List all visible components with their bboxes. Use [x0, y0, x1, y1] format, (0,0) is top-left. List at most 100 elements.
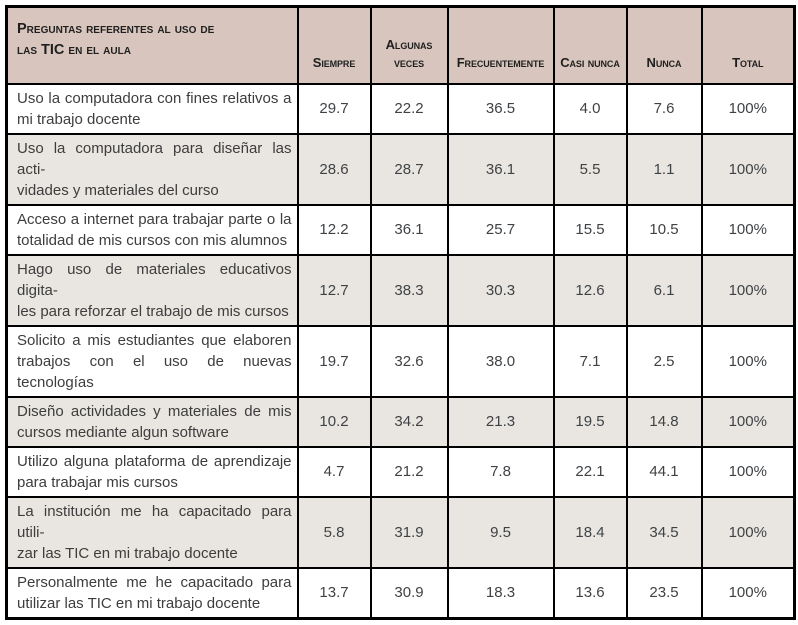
question-line: utilizar las TIC en mi trabajo docente: [17, 594, 261, 612]
value-cell-total: 100%: [700, 324, 796, 398]
value-cell-siempre: 10.2: [296, 395, 372, 448]
question-line: totalidad de mis cursos con mis alumnos: [17, 231, 288, 249]
column-header-questions: Preguntas referentes al uso de las TIC e…: [5, 5, 299, 85]
value-cell-nunca: 23.5: [625, 566, 703, 619]
value-cell-total: 100%: [700, 566, 796, 619]
header-row: Preguntas referentes al uso de las TIC e…: [5, 5, 796, 85]
value-cell-total: 100%: [700, 395, 796, 448]
question-line: trabajos con el uso de nuevas tecnología…: [17, 352, 292, 391]
value-cell-siempre: 28.6: [296, 132, 372, 206]
value-cell-total: 100%: [700, 203, 796, 256]
value-cell-nunca: 14.8: [625, 395, 703, 448]
column-header-total: Total: [700, 5, 796, 85]
value-cell-frecuentemente: 7.8: [446, 445, 555, 498]
table-row: La institución me ha capacitado para uti…: [5, 495, 796, 569]
column-header-casi-nunca: Casi nunca: [552, 5, 628, 85]
value-cell-casi-nunca: 15.5: [552, 203, 628, 256]
value-cell-siempre: 4.7: [296, 445, 372, 498]
question-line: Diseño actividades y materiales de mis: [17, 402, 292, 420]
value-cell-total: 100%: [700, 253, 796, 327]
value-cell-algunas-veces: 31.9: [369, 495, 449, 569]
value-cell-algunas-veces: 34.2: [369, 395, 449, 448]
value-cell-algunas-veces: 28.7: [369, 132, 449, 206]
question-cell: Uso la computadora con fines relativos a…: [5, 82, 299, 135]
column-header-frecuentemente: Frecuentemente: [446, 5, 555, 85]
question-line: zar las TIC en mi trabajo docente: [17, 544, 238, 562]
table-row: Acceso a internet para trabajar parte o …: [5, 203, 796, 256]
column-header-algunas-veces: Algunas veces: [369, 5, 449, 85]
value-cell-siempre: 13.7: [296, 566, 372, 619]
value-cell-casi-nunca: 12.6: [552, 253, 628, 327]
value-cell-frecuentemente: 25.7: [446, 203, 555, 256]
column-header-nunca: Nunca: [625, 5, 703, 85]
question-cell: Utilizo alguna plataforma de aprendizaje…: [5, 445, 299, 498]
table-row: Solicito a mis estudiantes que elaboren t…: [5, 324, 796, 398]
value-cell-frecuentemente: 36.1: [446, 132, 555, 206]
value-cell-nunca: 2.5: [625, 324, 703, 398]
value-cell-casi-nunca: 19.5: [552, 395, 628, 448]
value-cell-algunas-veces: 21.2: [369, 445, 449, 498]
value-cell-siempre: 12.7: [296, 253, 372, 327]
value-cell-nunca: 7.6: [625, 82, 703, 135]
table-row: Uso la computadora con fines relativos a…: [5, 82, 796, 135]
value-cell-siempre: 29.7: [296, 82, 372, 135]
question-cell: Hago uso de materiales educativos digita…: [5, 253, 299, 327]
value-cell-frecuentemente: 21.3: [446, 395, 555, 448]
value-cell-total: 100%: [700, 132, 796, 206]
value-cell-algunas-veces: 38.3: [369, 253, 449, 327]
question-cell: Diseño actividades y materiales de mis cu…: [5, 395, 299, 448]
value-cell-frecuentemente: 9.5: [446, 495, 555, 569]
value-cell-casi-nunca: 13.6: [552, 566, 628, 619]
value-cell-algunas-veces: 22.2: [369, 82, 449, 135]
value-cell-casi-nunca: 5.5: [552, 132, 628, 206]
value-cell-frecuentemente: 38.0: [446, 324, 555, 398]
question-line: para trabajar mis cursos: [17, 473, 178, 491]
question-cell: La institución me ha capacitado para uti…: [5, 495, 299, 569]
question-line: Personalmente me he capacitado para: [17, 573, 292, 591]
table-body: Uso la computadora con fines relativos a…: [5, 82, 796, 619]
value-cell-casi-nunca: 22.1: [552, 445, 628, 498]
question-line: Acceso a internet para trabajar parte o …: [17, 210, 292, 228]
value-cell-nunca: 1.1: [625, 132, 703, 206]
value-cell-casi-nunca: 18.4: [552, 495, 628, 569]
question-line: cursos mediante algun software: [17, 423, 229, 441]
column-header-siempre: Siempre: [296, 5, 372, 85]
tic-survey-table: Preguntas referentes al uso de las TIC e…: [5, 5, 796, 620]
value-cell-nunca: 10.5: [625, 203, 703, 256]
value-cell-total: 100%: [700, 495, 796, 569]
value-cell-total: 100%: [700, 445, 796, 498]
value-cell-frecuentemente: 18.3: [446, 566, 555, 619]
value-cell-total: 100%: [700, 82, 796, 135]
value-cell-nunca: 44.1: [625, 445, 703, 498]
value-cell-algunas-veces: 32.6: [369, 324, 449, 398]
value-cell-siempre: 12.2: [296, 203, 372, 256]
question-line: La institución me ha capacitado para uti…: [17, 502, 292, 541]
question-cell: Acceso a internet para trabajar parte o …: [5, 203, 299, 256]
value-cell-siempre: 19.7: [296, 324, 372, 398]
table-row: Diseño actividades y materiales de mis cu…: [5, 395, 796, 448]
table-row: Hago uso de materiales educativos digita…: [5, 253, 796, 327]
value-cell-casi-nunca: 4.0: [552, 82, 628, 135]
table-header: Preguntas referentes al uso de las TIC e…: [5, 5, 796, 85]
question-line: vidades y materiales del curso: [17, 181, 219, 199]
question-line: mi trabajo docente: [17, 110, 141, 128]
question-line: Uso la computadora para diseñar las acti…: [17, 139, 292, 178]
table-row: Utilizo alguna plataforma de aprendizaje…: [5, 445, 796, 498]
value-cell-siempre: 5.8: [296, 495, 372, 569]
question-line: Uso la computadora con fines relativos a: [17, 89, 292, 107]
question-cell: Uso la computadora para diseñar las acti…: [5, 132, 299, 206]
table-row: Personalmente me he capacitado para utili…: [5, 566, 796, 619]
question-cell: Solicito a mis estudiantes que elaboren t…: [5, 324, 299, 398]
question-header-line-2: las TIC en el aula: [17, 42, 131, 59]
value-cell-algunas-veces: 36.1: [369, 203, 449, 256]
question-cell: Personalmente me he capacitado para utili…: [5, 566, 299, 619]
table-row: Uso la computadora para diseñar las acti…: [5, 132, 796, 206]
value-cell-casi-nunca: 7.1: [552, 324, 628, 398]
value-cell-nunca: 34.5: [625, 495, 703, 569]
question-line: Utilizo alguna plataforma de aprendizaje: [17, 452, 292, 470]
question-header-line-1: Preguntas referentes al uso de: [17, 20, 215, 37]
value-cell-frecuentemente: 36.5: [446, 82, 555, 135]
value-cell-algunas-veces: 30.9: [369, 566, 449, 619]
value-cell-frecuentemente: 30.3: [446, 253, 555, 327]
